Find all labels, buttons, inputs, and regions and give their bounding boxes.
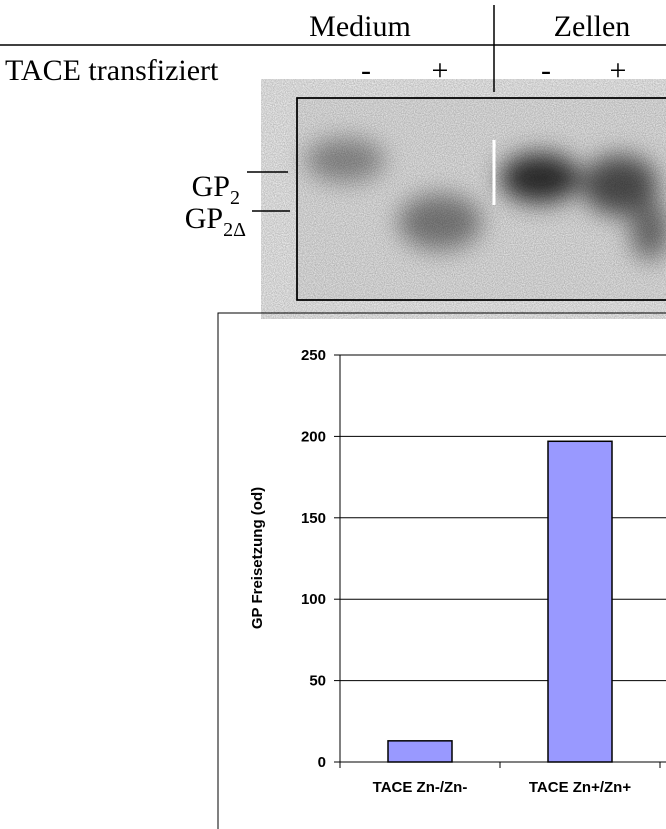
blot [297,98,666,300]
lane-label: + [610,54,627,87]
bar [548,441,612,762]
band-text: GP [192,170,230,203]
y-tick-label: 150 [301,510,326,527]
group-label: Zellen [554,10,631,43]
y-tick-label: 200 [301,428,326,445]
bar [388,741,452,762]
x-tick-label: TACE Zn-/Zn- [373,779,468,796]
x-tick-label: TACE Zn+/Zn+ [529,779,631,796]
y-tick-label: 100 [301,591,326,608]
band-subscript: 2Δ [223,219,246,241]
group-label: Medium [309,10,411,43]
figure: Medium Zellen TACE transfiziert - + - + … [0,0,666,829]
y-axis-label: GP Freisetzung (od) [249,487,266,629]
row-label: TACE transfiziert [5,54,219,87]
lane-label: - [361,54,371,87]
band-subscript: 2 [230,187,240,209]
y-tick-label: 50 [309,673,326,690]
y-tick-label: 0 [318,754,326,771]
y-tick-label: 250 [301,347,326,364]
band-text: GP [185,202,223,235]
lane-label: - [541,54,551,87]
lane-label: + [432,54,449,87]
